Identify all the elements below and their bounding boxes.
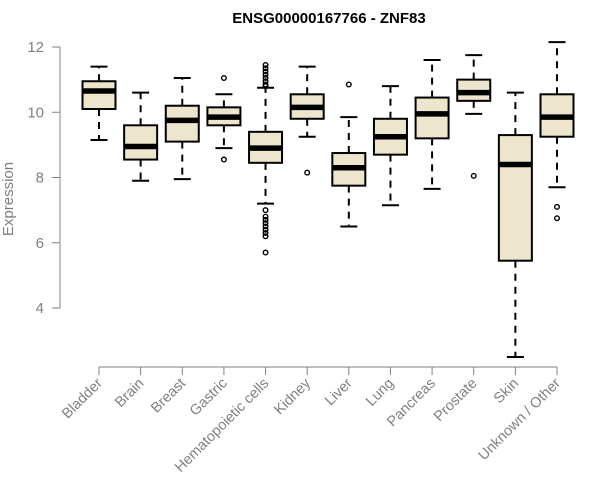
outlier-point xyxy=(262,74,269,81)
outlier-point xyxy=(262,229,269,236)
box-skin xyxy=(497,91,533,358)
chart-title: ENSG00000167766 - ZNF83 xyxy=(232,10,425,27)
outlier-point xyxy=(554,203,561,210)
box-bladder xyxy=(81,65,117,141)
y-axis-label: Expression xyxy=(0,162,17,236)
iqr-box xyxy=(123,124,159,161)
outlier-point xyxy=(262,216,269,223)
x-tick-label: Brain xyxy=(112,376,147,411)
outlier-point xyxy=(262,213,269,220)
iqr-box xyxy=(497,134,533,262)
outlier-point xyxy=(262,207,269,214)
y-tick-label: 8 xyxy=(36,170,44,187)
outlier-point xyxy=(470,172,477,179)
y-tick-label: 10 xyxy=(27,104,44,121)
outlier-point xyxy=(220,156,227,163)
boxes xyxy=(81,41,575,358)
x-tick-label: Liver xyxy=(322,375,356,409)
outlier-point xyxy=(262,65,269,72)
x-tick-label: Prostate xyxy=(431,376,480,425)
x-tick-label: Breast xyxy=(148,376,189,417)
box-prostate xyxy=(456,54,492,179)
outlier-point xyxy=(262,220,269,227)
box-breast xyxy=(164,76,200,181)
outlier-point xyxy=(304,169,311,176)
y-tick-label: 12 xyxy=(27,39,44,56)
outlier-point xyxy=(262,226,269,233)
outlier-point xyxy=(345,81,352,88)
outlier-point xyxy=(262,61,269,68)
outlier-point xyxy=(220,74,227,81)
box-brain xyxy=(123,91,159,182)
outlier-point xyxy=(262,68,269,75)
y-tick-label: 4 xyxy=(36,300,44,317)
y-ticks: 4 6 8 10 12 xyxy=(27,39,60,317)
x-tick-label: Lung xyxy=(363,376,397,410)
x-tick-label: Bladder xyxy=(59,375,106,422)
x-tick-label: Skin xyxy=(491,376,522,407)
outlier-point xyxy=(262,223,269,230)
x-tick-label: Kidney xyxy=(271,375,314,418)
outlier-point xyxy=(554,215,561,222)
box-pancreas xyxy=(414,59,450,190)
box-hematopoietic-cells xyxy=(248,61,284,256)
outlier-point xyxy=(262,249,269,256)
y-tick-label: 6 xyxy=(36,235,44,252)
box-unknown-other xyxy=(539,41,575,222)
iqr-box xyxy=(414,96,450,140)
outlier-point xyxy=(262,83,269,90)
box-kidney xyxy=(289,65,325,176)
box-liver xyxy=(331,81,367,228)
iqr-box xyxy=(81,80,117,110)
box-lung xyxy=(372,85,408,207)
outlier-point xyxy=(262,233,269,240)
iqr-box xyxy=(164,104,200,143)
outlier-point xyxy=(262,71,269,78)
box-gastric xyxy=(206,74,242,163)
